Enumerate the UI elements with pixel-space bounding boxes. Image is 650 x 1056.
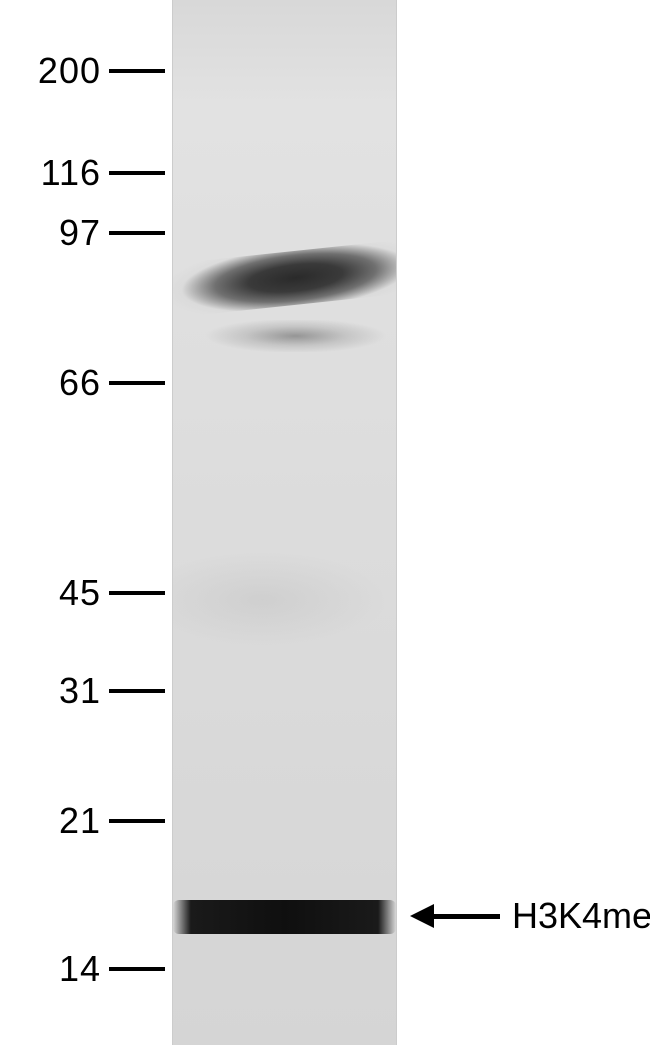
band-upper: [173, 240, 396, 317]
marker-14: 14: [0, 948, 165, 990]
blot-lane: [172, 0, 397, 1045]
arrow-icon: [410, 904, 500, 928]
marker-label: 45: [59, 572, 101, 614]
arrow-head: [410, 904, 434, 928]
marker-66: 66: [0, 362, 165, 404]
band-smudge: [173, 540, 396, 660]
marker-tick: [109, 689, 165, 693]
marker-tick: [109, 69, 165, 73]
annotation-label: H3K4me2: [512, 895, 650, 937]
marker-tick: [109, 381, 165, 385]
marker-21: 21: [0, 800, 165, 842]
marker-tick: [109, 819, 165, 823]
marker-tick: [109, 967, 165, 971]
marker-label: 116: [41, 152, 101, 194]
marker-tick: [109, 231, 165, 235]
marker-tick: [109, 591, 165, 595]
marker-label: 14: [59, 948, 101, 990]
band-target: [173, 900, 396, 934]
marker-97: 97: [0, 212, 165, 254]
band-faint: [173, 320, 396, 352]
marker-200: 200: [0, 50, 165, 92]
arrow-shaft: [434, 914, 500, 919]
marker-45: 45: [0, 572, 165, 614]
marker-label: 31: [59, 670, 101, 712]
marker-label: 66: [59, 362, 101, 404]
marker-label: 200: [38, 50, 101, 92]
marker-label: 21: [59, 800, 101, 842]
marker-tick: [109, 171, 165, 175]
marker-31: 31: [0, 670, 165, 712]
target-annotation: H3K4me2: [410, 895, 650, 937]
marker-label: 97: [59, 212, 101, 254]
marker-116: 116: [0, 152, 165, 194]
